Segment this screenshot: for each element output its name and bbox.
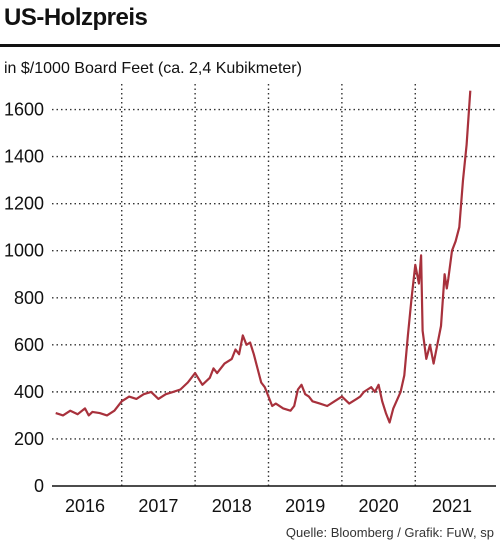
y-tick-label: 1400 [4, 147, 44, 167]
y-tick-label: 400 [14, 382, 44, 402]
x-tick-label: 2019 [285, 496, 325, 516]
y-tick-label: 600 [14, 335, 44, 355]
x-tick-label: 2021 [432, 496, 472, 516]
y-tick-label: 1600 [4, 100, 44, 120]
chart-subtitle: in $/1000 Board Feet (ca. 2,4 Kubikmeter… [4, 60, 302, 77]
x-tick-label: 2020 [359, 496, 399, 516]
y-tick-label: 200 [14, 429, 44, 449]
y-tick-label: 1000 [4, 241, 44, 261]
x-tick-label: 2017 [138, 496, 178, 516]
title-rule [0, 44, 500, 47]
chart-title: US-Holzpreis [4, 4, 148, 31]
x-tick-label: 2018 [212, 496, 252, 516]
x-tick-labels: 2016 2017 2018 2019 2020 2021 [65, 496, 472, 516]
y-tick-label: 1200 [4, 194, 44, 214]
series-line [55, 90, 472, 424]
x-tick-label: 2016 [65, 496, 105, 516]
y-tick-labels: 0 200 400 600 800 1000 1200 1400 1600 [4, 100, 44, 496]
source-note: Quelle: Bloomberg / Grafik: FuW, sp [285, 525, 494, 540]
grid-layer [52, 84, 496, 486]
y-tick-label: 800 [14, 288, 44, 308]
y-tick-label: 0 [34, 476, 44, 496]
